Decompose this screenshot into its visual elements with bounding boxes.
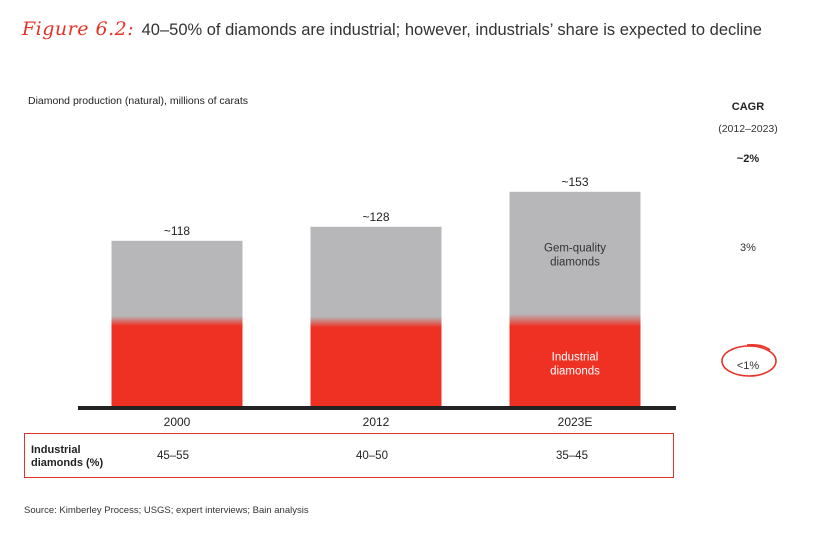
table-row-label: Industrial diamonds (%): [31, 444, 103, 470]
cagr-highlight-circle: [721, 344, 777, 377]
series-label-industrial: Industrial: [552, 352, 599, 364]
cagr-industrial-value: <1%: [736, 360, 760, 372]
x-tick-label-2012: 2012: [363, 415, 390, 429]
table-cell-2023e: 35–45: [556, 450, 588, 462]
cagr-gem-value: 3%: [740, 242, 756, 254]
bar-segment-gem-2000: [112, 241, 243, 324]
x-axis-baseline: [78, 406, 676, 410]
bar-segment-industrial-2012: [311, 325, 442, 406]
bar-2000: [111, 240, 243, 406]
chart-subtitle: Diamond production (natural), millions o…: [28, 95, 249, 107]
cagr-total-value: ~2%: [736, 153, 760, 165]
bar-segment-industrial-2000: [112, 323, 243, 406]
x-tick-label-2000: 2000: [164, 415, 191, 429]
industrial-share-table: Industrial diamonds (%) 45–55 40–50 35–4…: [24, 433, 674, 478]
bar-segment-gem-2012: [311, 227, 442, 325]
figure-header: Figure 6.2: 40–50% of diamonds are indus…: [22, 18, 812, 48]
bar-2023e: [509, 191, 641, 406]
cagr-header: CAGR (2012–2023): [700, 101, 796, 135]
cagr-period: (2012–2023): [718, 123, 778, 135]
figure-label: Figure 6.2:: [22, 18, 135, 40]
table-label-line: Industrial: [31, 444, 81, 456]
total-label-2012: ~128: [362, 210, 389, 224]
source-note: Source: Kimberley Process; USGS; expert …: [24, 505, 309, 516]
bar-segment-industrial-2023e: [510, 323, 641, 406]
total-label-2000: ~118: [164, 224, 190, 238]
cagr-title: CAGR: [731, 101, 765, 113]
table-cell-2012: 40–50: [356, 450, 388, 462]
table-label-line: diamonds (%): [31, 457, 104, 469]
x-tick-label-2023e: 2023E: [558, 415, 593, 429]
figure-title: 40–50% of diamonds are industrial; howev…: [141, 21, 762, 39]
bar-2012: [310, 226, 442, 406]
table-cell-2000: 45–55: [157, 450, 189, 462]
series-label-gem: Gem-quality: [544, 243, 606, 255]
series-label-gem: diamonds: [550, 257, 600, 269]
series-label-industrial: diamonds: [550, 366, 600, 378]
total-label-2023e: ~153: [561, 175, 588, 189]
